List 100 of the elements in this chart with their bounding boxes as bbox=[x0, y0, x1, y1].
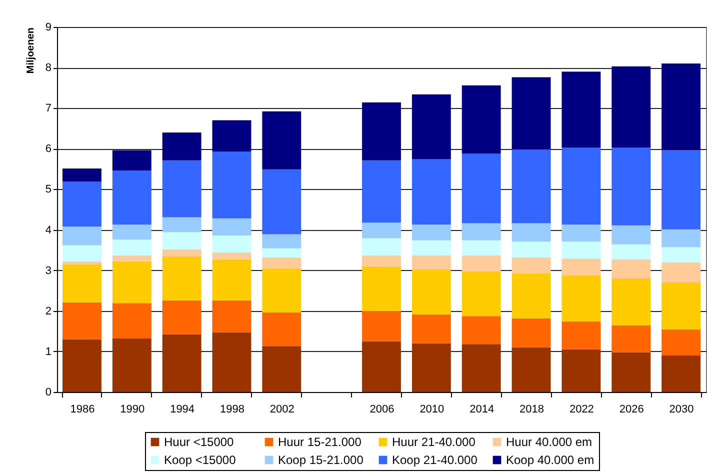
legend-label: Koop 21-40.000 bbox=[392, 453, 478, 467]
bar bbox=[362, 255, 401, 266]
legend-label: Koop 40.000 em bbox=[506, 453, 594, 467]
bar bbox=[412, 94, 451, 160]
bar bbox=[662, 150, 701, 230]
bar bbox=[462, 255, 501, 272]
x-tick-label: 2006 bbox=[370, 404, 394, 416]
bar bbox=[412, 240, 451, 256]
bar bbox=[412, 255, 451, 270]
bar bbox=[162, 334, 202, 392]
bar bbox=[162, 232, 202, 250]
bar bbox=[512, 273, 551, 318]
x-tick-label: 2026 bbox=[619, 404, 644, 416]
bar bbox=[162, 160, 202, 218]
bar bbox=[362, 222, 401, 238]
bar bbox=[412, 270, 451, 315]
x-tick-label: 2010 bbox=[420, 404, 444, 416]
x-tick-label: 1998 bbox=[220, 404, 244, 416]
legend-label: Huur 40.000 em bbox=[506, 435, 592, 449]
bar bbox=[562, 242, 601, 259]
bar bbox=[112, 224, 152, 240]
bar bbox=[112, 303, 152, 338]
bar bbox=[212, 332, 252, 392]
bar bbox=[162, 300, 202, 334]
x-tick-label: 1986 bbox=[70, 404, 95, 416]
bar bbox=[112, 240, 152, 256]
y-axis-title: Miljoenen bbox=[25, 28, 36, 74]
bar bbox=[462, 85, 501, 154]
bar bbox=[212, 300, 252, 332]
bar bbox=[412, 224, 451, 240]
bar bbox=[512, 223, 551, 242]
bar bbox=[262, 111, 302, 170]
bar bbox=[262, 268, 302, 313]
y-tick-label: 6 bbox=[45, 143, 52, 156]
bar bbox=[62, 226, 102, 246]
x-tick-label: 2030 bbox=[669, 404, 694, 416]
bar bbox=[62, 339, 102, 392]
bar bbox=[162, 132, 202, 160]
bar bbox=[212, 218, 252, 236]
bar bbox=[362, 266, 401, 312]
bar bbox=[562, 224, 601, 242]
bar bbox=[62, 302, 102, 340]
bar bbox=[512, 77, 551, 150]
bar bbox=[662, 229, 701, 248]
bar bbox=[512, 149, 551, 224]
bar bbox=[512, 318, 551, 348]
bar bbox=[112, 170, 152, 225]
bar bbox=[262, 248, 302, 258]
bar bbox=[512, 257, 551, 274]
bar bbox=[612, 225, 651, 244]
bar bbox=[162, 217, 202, 232]
x-tick-label: 1994 bbox=[170, 404, 195, 416]
bar bbox=[262, 312, 302, 346]
bar bbox=[562, 349, 601, 392]
y-tick-label: 7 bbox=[45, 102, 52, 115]
bar bbox=[562, 72, 601, 148]
bar bbox=[612, 259, 651, 278]
bar bbox=[362, 341, 401, 392]
bar bbox=[62, 168, 102, 182]
bar bbox=[112, 261, 152, 304]
bar bbox=[512, 242, 551, 258]
y-tick-label: 5 bbox=[45, 184, 52, 196]
bar bbox=[362, 238, 401, 256]
bar bbox=[462, 272, 501, 316]
bar bbox=[662, 282, 701, 330]
bar bbox=[112, 255, 152, 262]
bar bbox=[262, 234, 302, 248]
bar bbox=[212, 152, 252, 218]
bar bbox=[612, 352, 651, 392]
bar bbox=[212, 120, 252, 152]
bar bbox=[212, 252, 252, 260]
legend-label: Huur 21-40.000 bbox=[392, 435, 476, 449]
bar bbox=[662, 330, 701, 356]
bar bbox=[62, 264, 102, 302]
bar bbox=[412, 159, 451, 225]
bar bbox=[462, 316, 501, 344]
bar bbox=[412, 343, 451, 392]
bar bbox=[462, 240, 501, 256]
y-tick-label: 3 bbox=[45, 264, 52, 277]
bar bbox=[562, 258, 601, 276]
bar bbox=[162, 256, 202, 300]
bar bbox=[362, 160, 401, 222]
bar bbox=[462, 223, 501, 240]
bar bbox=[662, 356, 701, 392]
bar bbox=[112, 338, 152, 392]
bar bbox=[412, 314, 451, 344]
bar bbox=[512, 347, 551, 392]
bar bbox=[612, 278, 651, 326]
bar bbox=[662, 262, 701, 282]
y-tick-label: 8 bbox=[45, 62, 52, 74]
legend-label: Koop 15-21.000 bbox=[278, 453, 364, 467]
legend-label: Huur <15000 bbox=[164, 435, 234, 449]
y-tick-label: 1 bbox=[45, 346, 52, 358]
bar bbox=[212, 259, 252, 300]
y-tick-label: 0 bbox=[45, 386, 52, 398]
bar bbox=[62, 261, 102, 264]
x-tick-label: 2002 bbox=[270, 404, 294, 416]
bar bbox=[462, 154, 501, 224]
x-tick-label: 2014 bbox=[470, 404, 494, 416]
bar bbox=[612, 66, 651, 148]
